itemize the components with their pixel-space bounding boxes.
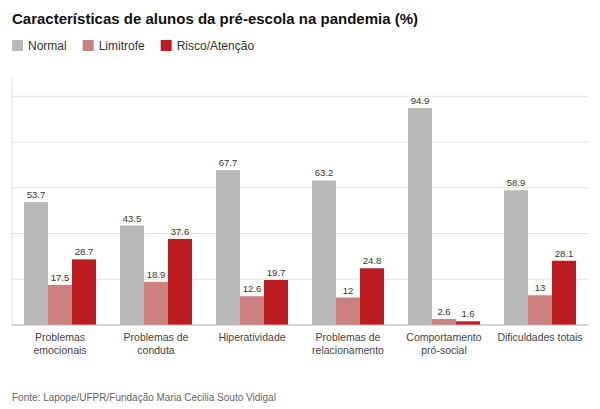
grid-line: [12, 96, 588, 97]
bar: [312, 180, 336, 325]
bar: [48, 285, 72, 325]
data-label: 13: [535, 282, 546, 293]
bar: [504, 190, 528, 325]
title: Características de alunos da pré-escola …: [12, 10, 418, 27]
bar: [552, 261, 576, 325]
data-label: 94.9: [411, 95, 430, 106]
data-label: 17.5: [51, 272, 70, 283]
legend-item: Risco/Atenção: [161, 39, 255, 53]
legend-label: Normal: [28, 39, 67, 53]
x-tick-label: Problemas deconduta: [124, 331, 189, 356]
x-tick-label-line: Problemas: [35, 331, 85, 343]
data-label: 37.6: [171, 226, 190, 237]
legend-label: Risco/Atenção: [177, 39, 255, 53]
bar: [528, 295, 552, 325]
data-label: 2.6: [437, 306, 450, 317]
bar: [336, 298, 360, 325]
grid-line: [12, 142, 588, 143]
bar: [408, 108, 432, 325]
data-label: 63.2: [315, 167, 334, 178]
bar: [456, 321, 480, 325]
data-label: 1.6: [461, 308, 474, 319]
bar: [144, 282, 168, 325]
data-label: 12: [343, 285, 354, 296]
bar: [72, 259, 96, 325]
chart: Características de alunos da pré-escola …: [0, 0, 600, 409]
background: [0, 0, 600, 409]
data-label: 18.9: [147, 269, 166, 280]
legend-label: Limitrofe: [99, 39, 145, 53]
x-tick-label-line: relacionamento: [312, 344, 384, 356]
x-tick-label-line: Comportamento: [406, 331, 481, 343]
source-note: Fonte: Lapope/UFPR/Fundação Maria Cecili…: [12, 392, 276, 403]
x-tick-label-line: Hiperatividade: [218, 331, 285, 343]
x-tick-label-line: Problemas de: [124, 331, 189, 343]
x-tick-label-line: emocionais: [33, 344, 86, 356]
legend-item: Limitrofe: [83, 39, 145, 53]
bar: [120, 226, 144, 325]
x-tick-label: Problemas derelacionamento: [312, 331, 384, 356]
data-label: 43.5: [123, 213, 142, 224]
grid-line: [12, 279, 588, 280]
bar: [264, 280, 288, 325]
legend-swatch: [12, 40, 23, 51]
grid: [12, 96, 588, 325]
x-tick-label-line: conduta: [137, 344, 175, 356]
data-labels: 53.7 43.5 67.7 63.2 94.9 58.9 17.5 18.9 12.6 12 2.…: [27, 95, 574, 319]
bar: [168, 239, 192, 325]
data-label: 67.7: [219, 157, 238, 168]
x-axis-line: [12, 325, 588, 326]
data-label: 53.7: [27, 189, 46, 200]
data-label: 19.7: [267, 267, 286, 278]
data-label: 28.1: [555, 248, 574, 259]
data-label: 28.7: [75, 246, 94, 257]
legend-swatch: [161, 40, 172, 51]
data-label: 12.6: [243, 283, 262, 294]
x-tick-label-line: Problemas de: [316, 331, 381, 343]
legend-swatch: [83, 40, 94, 51]
legend-item: Normal: [12, 39, 67, 53]
data-label: 58.9: [507, 177, 526, 188]
x-tick-label: Problemasemocionais: [33, 331, 86, 356]
bar: [240, 296, 264, 325]
y-axis-line: [12, 78, 13, 325]
x-tick-label: Dificuldades totais: [497, 331, 582, 343]
bar: [216, 170, 240, 325]
x-tick-label-line: Dificuldades totais: [497, 331, 582, 343]
x-tick-label-line: pró-social: [421, 344, 467, 356]
grid-line: [12, 187, 588, 188]
legend: Normal Limitrofe Risco/Atenção: [12, 39, 254, 53]
x-tick-label: Hiperatividade: [218, 331, 285, 343]
x-tick-label: Comportamentopró-social: [406, 331, 481, 356]
data-label: 24.8: [363, 255, 382, 266]
grid-line: [12, 233, 588, 234]
bar: [24, 202, 48, 325]
bar: [432, 319, 456, 325]
bars: [24, 108, 576, 325]
grid-line: [12, 325, 588, 326]
bar: [360, 268, 384, 325]
